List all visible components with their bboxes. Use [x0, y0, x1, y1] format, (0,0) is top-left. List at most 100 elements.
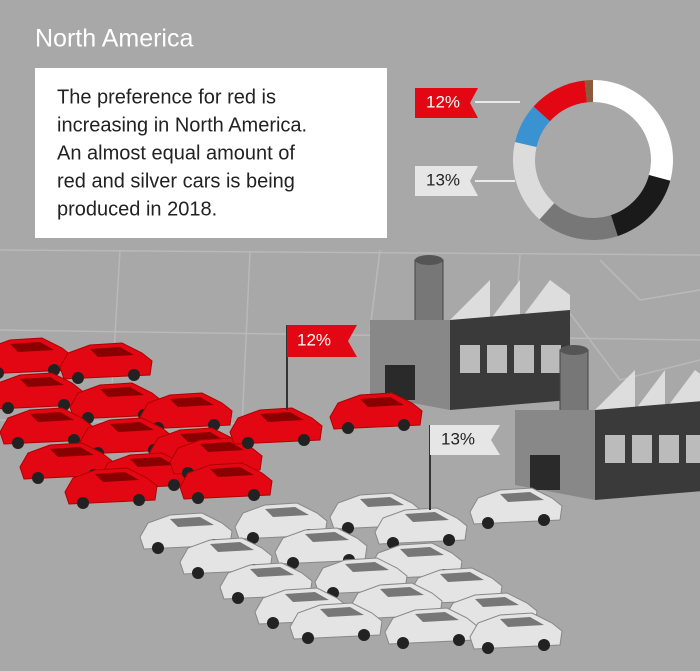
- paragraph: The preference for red is increasing in …: [57, 86, 307, 220]
- car-body: [469, 612, 563, 650]
- donut-segment: [584, 80, 593, 103]
- donut-label: 13%: [426, 170, 460, 189]
- factory-window: [487, 345, 507, 373]
- donut-segment: [515, 106, 550, 147]
- car-window: [305, 532, 349, 542]
- car-window: [20, 377, 64, 387]
- car-wheel: [192, 492, 204, 504]
- car-body: [64, 467, 158, 505]
- flag-label: 12%: [297, 330, 331, 349]
- donut-segment: [593, 80, 673, 181]
- factory-door: [530, 455, 560, 490]
- donut-segment: [513, 142, 555, 220]
- car-body: [179, 462, 273, 500]
- factory-chimney: [414, 259, 444, 331]
- car-window: [100, 387, 144, 397]
- car-wheel: [538, 639, 550, 651]
- car-window: [415, 612, 459, 622]
- car-window: [130, 457, 174, 467]
- car-body: [79, 417, 173, 455]
- car-window: [380, 587, 424, 597]
- label-box: [415, 166, 478, 196]
- factory-window: [605, 435, 625, 463]
- text-line: An almost equal amount of: [57, 142, 295, 164]
- donut-label: 12%: [426, 92, 460, 111]
- car-window: [440, 572, 484, 582]
- car-body: [139, 392, 233, 430]
- car-window: [110, 422, 154, 432]
- factory-chimney-top: [560, 345, 588, 355]
- car-window: [95, 472, 139, 482]
- factory-window: [514, 345, 534, 373]
- car-window: [405, 512, 449, 522]
- car-body: [69, 382, 163, 420]
- car-body: [274, 527, 368, 565]
- car-window: [360, 497, 404, 507]
- car-wheel: [443, 534, 455, 546]
- car: [0, 372, 83, 414]
- car: [64, 467, 158, 509]
- car-window: [170, 517, 214, 527]
- car-window: [30, 412, 74, 422]
- car-wheel: [298, 434, 310, 446]
- factory-window: [659, 435, 679, 463]
- car: [179, 462, 273, 504]
- car: [469, 487, 563, 529]
- car-wheel: [538, 514, 550, 526]
- text-line: red and silver cars is being: [57, 170, 295, 192]
- car-window: [10, 342, 54, 352]
- car-wheel: [152, 542, 164, 554]
- text-box: [35, 68, 387, 238]
- car-wheel: [72, 372, 84, 384]
- car-wheel: [242, 437, 254, 449]
- car: [289, 602, 383, 644]
- text-line: produced in 2018.: [57, 198, 217, 220]
- car-wheel: [342, 522, 354, 534]
- car-body: [384, 607, 478, 645]
- car-wheel: [168, 479, 180, 491]
- car-wheel: [77, 497, 89, 509]
- car-wheel: [482, 642, 494, 654]
- car-wheel: [12, 437, 24, 449]
- car-wheel: [128, 369, 140, 381]
- car: [229, 407, 323, 449]
- car-wheel: [247, 532, 259, 544]
- car-wheel: [32, 472, 44, 484]
- car-wheel: [287, 557, 299, 569]
- factory-window: [632, 435, 652, 463]
- scene: [0, 255, 700, 654]
- car: [329, 392, 423, 434]
- car: [384, 607, 478, 649]
- car-window: [475, 597, 519, 607]
- text-line: increasing in North America.: [57, 114, 307, 136]
- donut-segment: [539, 203, 618, 240]
- car-wheel: [342, 422, 354, 434]
- car-wheel: [2, 402, 14, 414]
- car-window: [265, 507, 309, 517]
- car-body: [374, 507, 468, 545]
- car-window: [200, 442, 244, 452]
- car: [0, 407, 93, 449]
- flag: [430, 425, 500, 455]
- car-wheel: [232, 592, 244, 604]
- car-wheel: [453, 634, 465, 646]
- car-window: [90, 347, 134, 357]
- car: [0, 337, 73, 379]
- factory-side: [450, 310, 570, 410]
- car-wheel: [192, 567, 204, 579]
- car-body: [59, 342, 153, 380]
- factory-chimney: [559, 349, 589, 421]
- car-wheel: [248, 489, 260, 501]
- title: North America: [35, 25, 193, 53]
- flag: [287, 325, 357, 357]
- car-window: [500, 617, 544, 627]
- car-body: [229, 407, 323, 445]
- car: [274, 527, 368, 569]
- car-wheel: [482, 517, 494, 529]
- car: [59, 342, 153, 384]
- car: [139, 392, 233, 434]
- factory-window: [460, 345, 480, 373]
- donut-segment: [533, 80, 587, 122]
- car-window: [500, 492, 544, 502]
- car-window: [210, 467, 254, 477]
